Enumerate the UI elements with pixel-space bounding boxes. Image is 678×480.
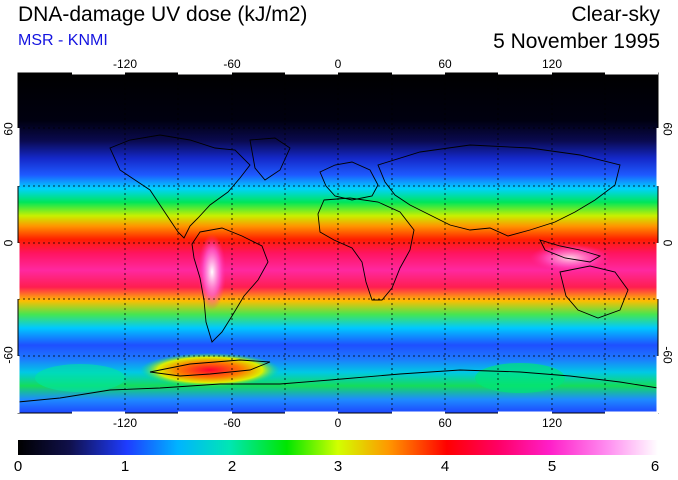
lon-tick-top: -120 (112, 57, 138, 71)
colorbar-label: 4 (440, 458, 450, 475)
lat-tick-right: 60 (660, 122, 675, 136)
colorbar-label: 3 (333, 458, 343, 475)
lon-tick-top: 120 (541, 57, 563, 71)
date-label: 5 November 1995 (493, 30, 660, 53)
lon-tick-top: -60 (223, 57, 241, 71)
lon-tick-bottom: 60 (438, 416, 452, 430)
colorbar-ramp (18, 440, 658, 455)
lat-tick-left: -60 (1, 346, 16, 364)
lon-tick-bottom: 120 (541, 416, 563, 430)
graticule (18, 73, 658, 413)
colorbar-label: 1 (120, 458, 130, 475)
south-pacific-green (35, 364, 125, 392)
lon-tick-top: 0 (334, 57, 342, 71)
lon-tick-bottom: 0 (334, 416, 342, 430)
source-label: MSR - KNMI (18, 32, 108, 49)
colorbar-label: 6 (650, 458, 660, 475)
antarctic-hotspot (140, 353, 280, 387)
map-title: DNA-damage UV dose (kJ/m2) (18, 3, 308, 26)
lon-tick-bottom: -120 (112, 416, 138, 430)
lon-tick-bottom: -60 (223, 416, 241, 430)
lat-tick-right: 0 (660, 239, 675, 247)
colorbar-label: 5 (547, 458, 557, 475)
lat-tick-left: 60 (1, 122, 16, 136)
coastlines (17, 134, 659, 403)
colorbar-label: 2 (227, 458, 237, 475)
lon-tick-top: 60 (438, 57, 452, 71)
indonesia-hotspot (530, 244, 610, 272)
sky-condition-label: Clear-sky (571, 3, 660, 26)
colorbar-label: 0 (13, 458, 23, 475)
frame-ticks (16, 71, 660, 415)
lat-tick-right: -60 (660, 346, 675, 364)
andes-hotspot (198, 234, 226, 310)
lat-tick-left: 0 (1, 239, 16, 247)
indian-ocean-green (475, 363, 565, 393)
